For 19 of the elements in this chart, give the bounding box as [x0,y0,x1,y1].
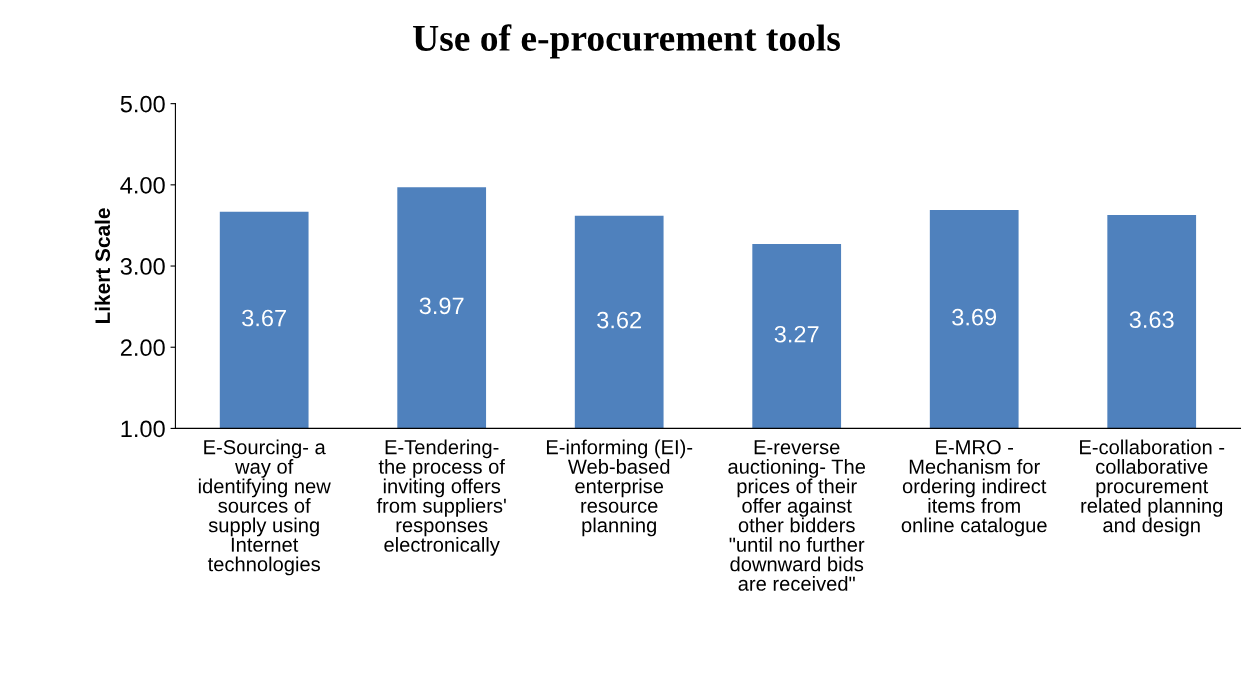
x-tick-label: E-Tendering- the process of inviting offers from suppliers' responses electronically [376,439,506,556]
y-tick-label: 5.00 [120,95,165,113]
data-label: 3.63 [1129,311,1174,328]
chart-title: Use of e-procurement tools [413,24,840,59]
y-tick-label: 1.00 [121,420,165,438]
data-label: 3.97 [419,297,464,315]
x-tick-label: E-collaboration - collaborative procurement related planning and design [1080,439,1225,537]
data-label: 3.67 [242,309,286,327]
y-tick-label: 4.00 [120,176,165,194]
data-label: 3.62 [597,311,641,329]
x-tick-label: E-reverse auctioning- The prices of their offer against other bidders "until no further downward bids are received" [728,440,866,591]
y-tick-label: 3.00 [120,258,165,275]
x-tick-label: E-informing (EI)- Web-based enterprise resource planning [546,439,693,537]
y-axis-title: Likert Scale [94,208,111,324]
x-tick-label: E-Sourcing- a way of identifying new sources of supply using Internet technologies [198,439,331,576]
y-tick-label: 2.00 [120,339,165,357]
data-label: 3.27 [774,325,819,343]
x-tick-label: E-MRO - Mechanism for ordering indirect items from online catalogue [901,440,1047,537]
data-label: 3.69 [952,308,997,326]
